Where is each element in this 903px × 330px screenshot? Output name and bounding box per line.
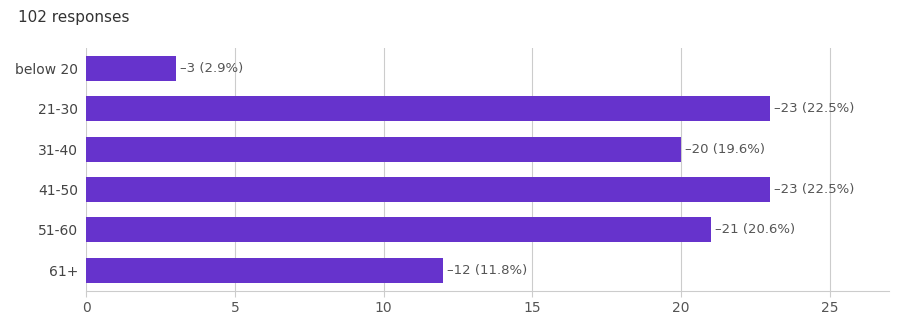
Bar: [87, 56, 175, 81]
Text: –23 (22.5%): –23 (22.5%): [773, 102, 853, 115]
Text: –12 (11.8%): –12 (11.8%): [447, 264, 527, 277]
Text: –20 (19.6%): –20 (19.6%): [684, 143, 764, 155]
Bar: [87, 258, 442, 283]
Bar: [87, 217, 710, 243]
Bar: [87, 137, 680, 162]
Text: –21 (20.6%): –21 (20.6%): [714, 223, 794, 236]
Bar: [87, 177, 769, 202]
Text: 102 responses: 102 responses: [18, 10, 129, 25]
Text: –3 (2.9%): –3 (2.9%): [180, 62, 243, 75]
Text: –23 (22.5%): –23 (22.5%): [773, 183, 853, 196]
Bar: [87, 96, 769, 121]
